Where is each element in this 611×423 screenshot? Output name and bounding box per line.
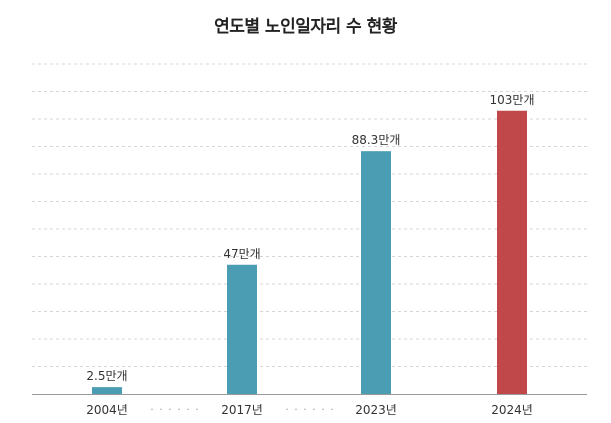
axis-break-dots: · · · · · · <box>150 403 199 416</box>
data-label: 47만개 <box>223 247 260 261</box>
x-tick-label: 2017년 <box>221 403 263 417</box>
x-tick-label: 2004년 <box>86 403 128 417</box>
bar-2017년 <box>227 264 257 394</box>
data-label: 103만개 <box>490 93 535 107</box>
data-labels: 2.5만개 47만개 88.3만개 103만개 <box>86 93 534 383</box>
data-label: 88.3만개 <box>352 133 401 147</box>
chart-title: 연도별 노인일자리 수 현황 <box>214 17 397 37</box>
x-tick-label: 2023년 <box>355 403 397 417</box>
bar-2023년 <box>361 151 391 394</box>
data-label: 2.5만개 <box>86 369 127 383</box>
bar-2024년 <box>497 110 527 394</box>
axis-break-dots: · · · · · · <box>285 403 334 416</box>
x-tick-label: 2024년 <box>491 403 533 417</box>
grid-lines <box>32 63 587 367</box>
bar-2004년 <box>92 387 122 394</box>
bars <box>92 110 527 394</box>
x-axis: 2004년 2017년 2023년 2024년 · · · · · · · · · · ·… <box>32 394 587 417</box>
